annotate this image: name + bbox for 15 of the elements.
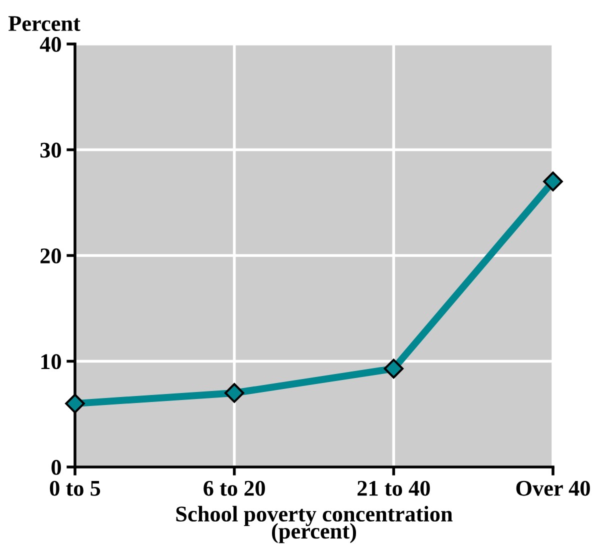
point xyxy=(224,383,244,403)
x-tick-label: 21 to 40 xyxy=(358,480,430,496)
point xyxy=(65,394,85,414)
y-tick-label: 10 xyxy=(41,354,61,370)
y-tick-label: 30 xyxy=(40,142,61,158)
y-axis-title: Percent xyxy=(8,16,80,32)
y-tick-label: 20 xyxy=(40,248,61,264)
point xyxy=(543,172,563,192)
point xyxy=(384,358,404,379)
x-tick-label: Over 40 xyxy=(516,480,590,496)
x-axis-title: School poverty concentration (percent) xyxy=(176,506,453,544)
x-tick-label: 6 to 20 xyxy=(204,480,265,496)
y-tick-label: 0 xyxy=(52,460,61,475)
y-tick-label: 40 xyxy=(40,36,61,52)
x-tick-label: 0 to 5 xyxy=(50,480,100,496)
